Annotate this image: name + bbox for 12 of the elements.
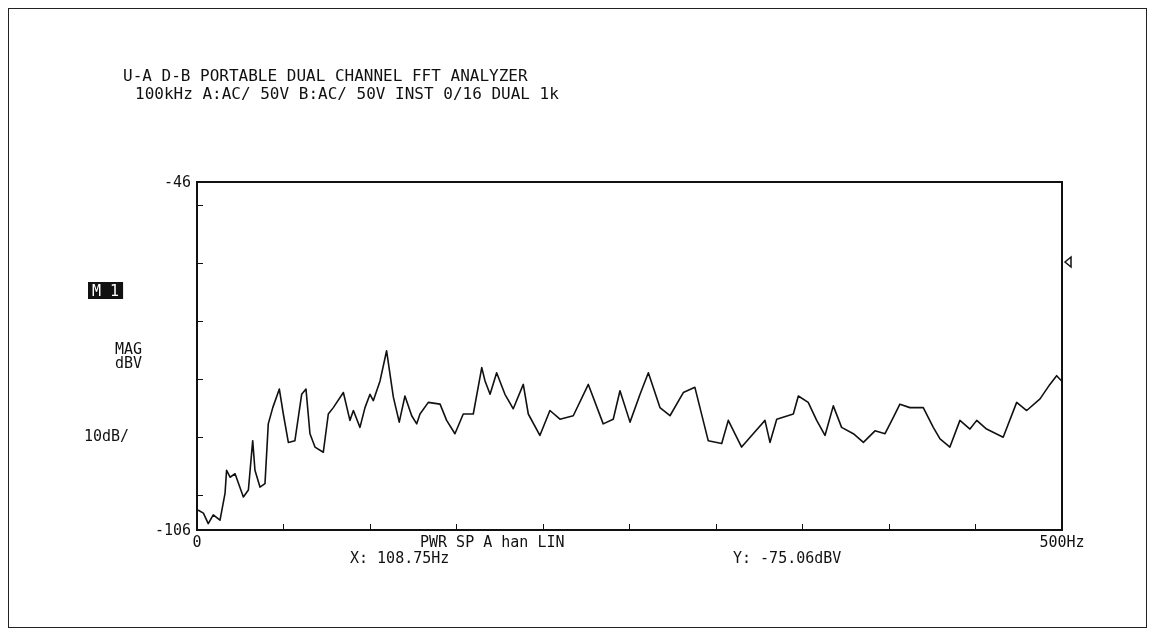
chart-subtitle: 100kHz A:AC/ 50V B:AC/ 50V INST 0/16 DUAL 1k: [135, 83, 560, 103]
text: X: 108.75Hz: [350, 548, 450, 567]
y-axis-title: MAG dBV: [115, 340, 143, 372]
y-tick-label: -106: [154, 521, 191, 539]
text: Y: -75.06dBV: [733, 548, 842, 567]
text: PWR SP A han LIN: [420, 532, 565, 551]
x-tick-label: 0: [192, 532, 202, 551]
y-tick-label: -46: [163, 173, 191, 191]
text: M 1: [92, 281, 120, 300]
chart-title: U-A D-B PORTABLE DUAL CHANNEL FFT ANALYZER: [123, 65, 528, 85]
text: 10dB/: [84, 426, 130, 445]
x-tick-label: 500Hz: [1039, 532, 1085, 551]
